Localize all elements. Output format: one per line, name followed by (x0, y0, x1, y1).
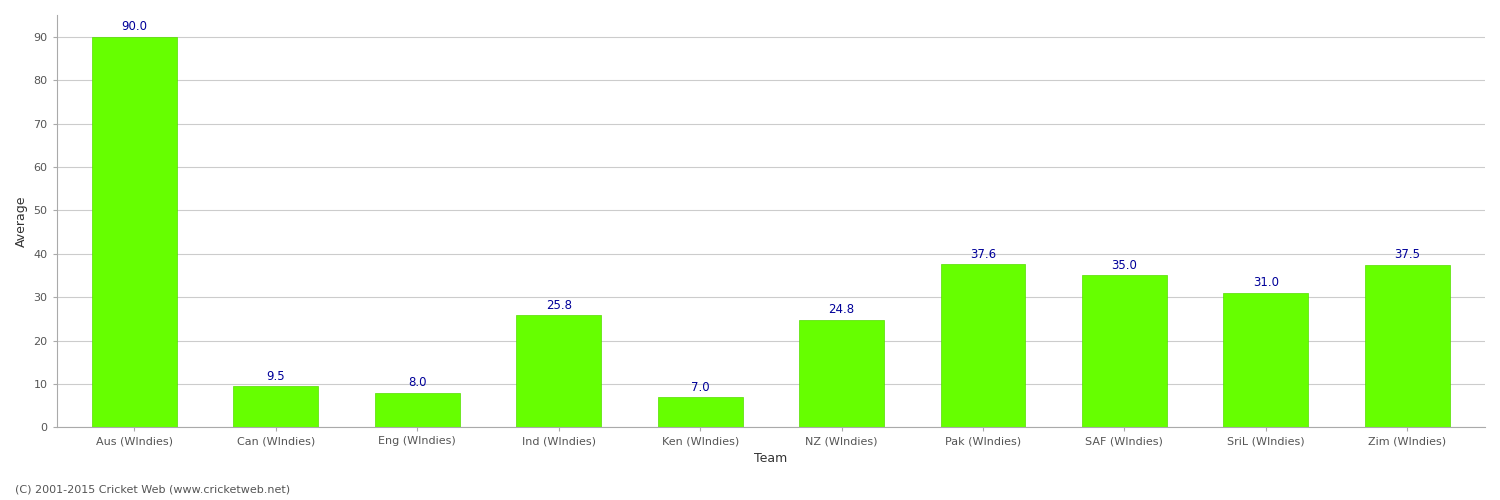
Bar (516, 316, 602, 428)
Text: (C) 2001-2015 Cricket Web (www.cricketweb.net): (C) 2001-2015 Cricket Web (www.cricketwe… (15, 485, 290, 495)
Text: 35.0: 35.0 (1112, 259, 1137, 272)
Text: 9.5: 9.5 (267, 370, 285, 382)
Text: 24.8: 24.8 (828, 304, 855, 316)
Text: 25.8: 25.8 (546, 299, 572, 312)
Text: 90.0: 90.0 (122, 20, 147, 33)
Text: 37.5: 37.5 (1394, 248, 1420, 261)
Bar (800, 320, 883, 428)
Bar (1082, 276, 1167, 428)
Bar (657, 397, 742, 428)
Bar (92, 36, 177, 428)
Bar (1365, 264, 1449, 428)
Bar (375, 392, 459, 428)
Text: 8.0: 8.0 (408, 376, 426, 389)
Bar (940, 264, 1026, 428)
Y-axis label: Average: Average (15, 196, 28, 247)
Text: 31.0: 31.0 (1252, 276, 1280, 289)
Text: 37.6: 37.6 (970, 248, 996, 260)
Bar (234, 386, 318, 428)
Text: 7.0: 7.0 (692, 380, 709, 394)
Bar (1224, 293, 1308, 428)
X-axis label: Team: Team (754, 452, 788, 465)
